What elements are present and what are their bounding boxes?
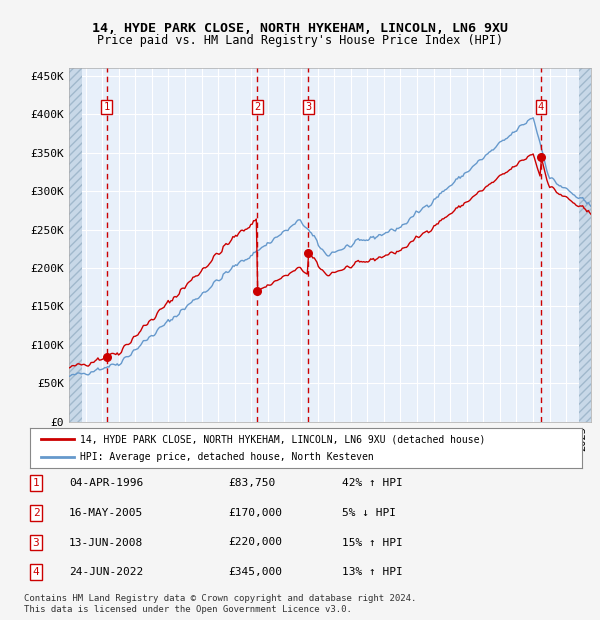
Text: 14, HYDE PARK CLOSE, NORTH HYKEHAM, LINCOLN, LN6 9XU: 14, HYDE PARK CLOSE, NORTH HYKEHAM, LINC… xyxy=(92,22,508,35)
Point xyxy=(253,286,262,296)
Text: 16-MAY-2005: 16-MAY-2005 xyxy=(69,508,143,518)
Text: 2: 2 xyxy=(32,508,40,518)
Text: 42% ↑ HPI: 42% ↑ HPI xyxy=(342,478,403,488)
Text: 14, HYDE PARK CLOSE, NORTH HYKEHAM, LINCOLN, LN6 9XU (detached house): 14, HYDE PARK CLOSE, NORTH HYKEHAM, LINC… xyxy=(80,434,485,444)
Text: 4: 4 xyxy=(32,567,40,577)
Point xyxy=(304,247,313,257)
Text: 04-APR-1996: 04-APR-1996 xyxy=(69,478,143,488)
Text: 1: 1 xyxy=(103,102,110,112)
Text: 3: 3 xyxy=(32,538,40,547)
Text: 4: 4 xyxy=(538,102,544,112)
Text: 3: 3 xyxy=(305,102,311,112)
Point xyxy=(102,352,112,362)
Text: Price paid vs. HM Land Registry's House Price Index (HPI): Price paid vs. HM Land Registry's House … xyxy=(97,34,503,47)
Text: 1: 1 xyxy=(32,478,40,488)
Text: 5% ↓ HPI: 5% ↓ HPI xyxy=(342,508,396,518)
Text: £220,000: £220,000 xyxy=(228,538,282,547)
Text: £83,750: £83,750 xyxy=(228,478,275,488)
Text: £345,000: £345,000 xyxy=(228,567,282,577)
Text: 13-JUN-2008: 13-JUN-2008 xyxy=(69,538,143,547)
Text: 24-JUN-2022: 24-JUN-2022 xyxy=(69,567,143,577)
Text: Contains HM Land Registry data © Crown copyright and database right 2024.
This d: Contains HM Land Registry data © Crown c… xyxy=(24,595,416,614)
Text: 15% ↑ HPI: 15% ↑ HPI xyxy=(342,538,403,547)
Text: 2: 2 xyxy=(254,102,260,112)
Text: 13% ↑ HPI: 13% ↑ HPI xyxy=(342,567,403,577)
Text: HPI: Average price, detached house, North Kesteven: HPI: Average price, detached house, Nort… xyxy=(80,452,373,462)
Text: £170,000: £170,000 xyxy=(228,508,282,518)
Point xyxy=(536,152,546,162)
